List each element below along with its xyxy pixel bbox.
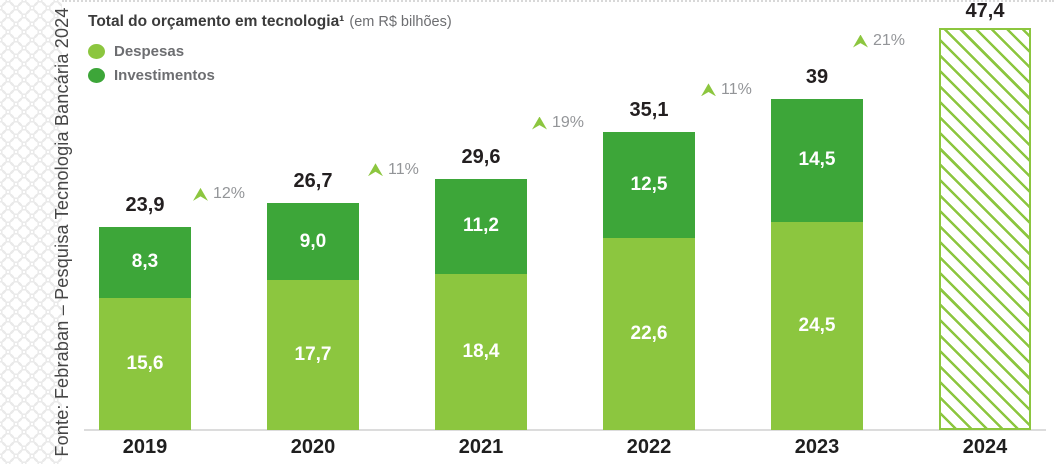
bar-segment-investimentos-2021: 11,2 <box>435 178 527 274</box>
legend-item-investimentos: Investimentos <box>88 63 215 87</box>
bar-total-label-2024: 47,4 <box>965 0 1005 22</box>
growth-percent-label: 11% <box>388 160 419 178</box>
growth-marker-2020: 12% <box>193 186 245 202</box>
legend: Despesas Investimentos <box>88 39 215 87</box>
bar-value-despesas-2019: 15,6 <box>126 352 164 374</box>
bar-total-label-2020: 26,7 <box>293 170 333 193</box>
x-axis-line <box>84 429 1046 431</box>
up-triangle-icon <box>532 116 547 130</box>
bar-segment-investimentos-2019: 8,3 <box>99 227 191 298</box>
bar-value-investimentos-2023: 14,5 <box>798 149 836 171</box>
bar-segment-despesas-2019: 15,6 <box>99 297 191 430</box>
investimentos-dot-icon <box>88 67 105 83</box>
legend-item-despesas: Despesas <box>88 39 215 63</box>
up-triangle-icon <box>193 187 208 201</box>
chart-header: Total do orçamento em tecnologia¹ (em R$ … <box>88 13 452 31</box>
bar-segment-investimentos-2023: 14,5 <box>771 98 863 222</box>
growth-percent-label: 19% <box>552 114 585 131</box>
growth-percent-label: 21% <box>873 32 906 49</box>
growth-marker-2024: 21% <box>853 33 905 49</box>
growth-percent-label: 11% <box>721 80 752 98</box>
up-triangle-icon <box>368 163 383 177</box>
bar-segment-despesas-2020: 17,7 <box>267 279 359 430</box>
bar-total-label-2021: 29,6 <box>461 145 501 168</box>
bar-segment-investimentos-2022: 12,5 <box>603 132 695 239</box>
legend-label-despesas: Despesas <box>114 42 185 60</box>
chart-subtitle: (em R$ bilhões) <box>349 14 452 30</box>
x-axis-label-2019: 2019 <box>122 436 168 458</box>
growth-marker-2023: 11% <box>701 80 752 98</box>
bar-value-investimentos-2022: 12,5 <box>630 174 668 196</box>
bar-total-label-2022: 35,1 <box>629 99 669 121</box>
chart-title: Total do orçamento em tecnologia¹ <box>88 13 345 30</box>
bar-total-label-2023: 39 <box>805 65 829 88</box>
growth-marker-2022: 19% <box>532 115 584 131</box>
growth-marker-2021: 11% <box>368 160 419 178</box>
up-triangle-icon <box>853 34 868 48</box>
bar-segment-investimentos-2020: 9,0 <box>267 203 359 280</box>
bar-value-despesas-2021: 18,4 <box>462 340 500 362</box>
bar-total-label-2019: 23,9 <box>125 194 165 217</box>
up-triangle-icon <box>701 83 716 97</box>
x-axis-label-2021: 2021 <box>458 436 504 458</box>
bar-projected-2024 <box>939 27 1031 430</box>
bar-value-despesas-2022: 22,6 <box>630 323 668 345</box>
growth-percent-label: 12% <box>213 185 246 203</box>
decorative-pattern-strip <box>0 0 62 464</box>
legend-label-investimentos: Investimentos <box>114 66 215 84</box>
bar-value-investimentos-2021: 11,2 <box>463 215 499 237</box>
bar-segment-despesas-2021: 18,4 <box>435 273 527 430</box>
x-axis-label-2020: 2020 <box>290 436 336 458</box>
bar-value-despesas-2023: 24,5 <box>798 314 836 336</box>
x-axis-label-2022: 2022 <box>626 436 672 458</box>
despesas-dot-icon <box>88 43 105 59</box>
top-dotted-border <box>62 0 1054 2</box>
x-axis-label-2023: 2023 <box>794 436 840 458</box>
bar-value-investimentos-2019: 8,3 <box>131 251 159 273</box>
bar-segment-despesas-2023: 24,5 <box>771 221 863 430</box>
bar-segment-despesas-2022: 22,6 <box>603 238 695 430</box>
bar-value-despesas-2020: 17,7 <box>294 343 332 365</box>
x-axis-label-2024: 2024 <box>962 436 1008 458</box>
bar-value-investimentos-2020: 9,0 <box>299 230 327 252</box>
